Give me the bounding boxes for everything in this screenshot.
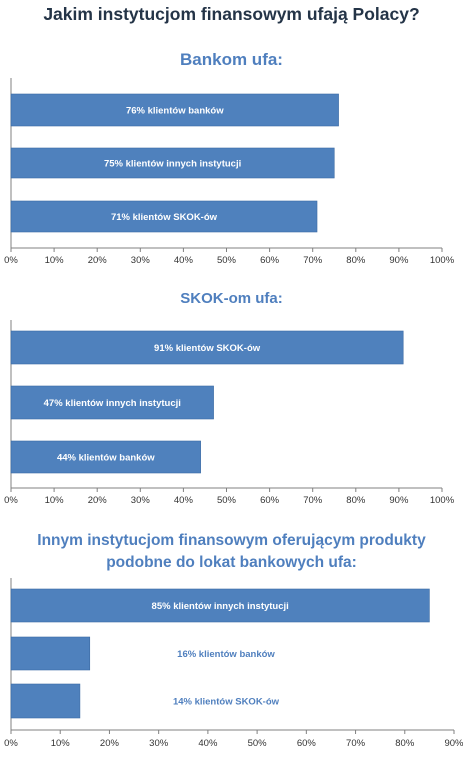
x-tick-label: 90% xyxy=(389,495,409,506)
page-title: Jakim instytucjom finansowym ufają Polac… xyxy=(43,4,420,24)
x-tick-label: 100% xyxy=(430,495,455,506)
x-tick-label: 0% xyxy=(4,255,18,266)
x-tick-label: 0% xyxy=(4,495,18,506)
bar xyxy=(10,330,404,365)
bar xyxy=(10,200,318,233)
x-tick-label: 100% xyxy=(430,255,455,266)
x-tick-label: 70% xyxy=(346,738,366,749)
chart-1-title: Bankom ufa: xyxy=(180,50,283,69)
x-tick-label: 80% xyxy=(346,255,366,266)
x-tick-label: 20% xyxy=(100,738,120,749)
x-tick-label: 80% xyxy=(395,738,415,749)
bar-data-label: 75% klientów innych instytucji xyxy=(104,159,241,170)
x-tick-label: 50% xyxy=(217,255,237,266)
chart-2-title: SKOK-om ufa: xyxy=(180,290,283,307)
x-tick-label: 20% xyxy=(88,255,108,266)
chart-3-trust-in-other-institutions: 0% 10% 20% 30% 40% 50% 60% 70% 80% 90% 85% klientó… xyxy=(4,578,463,749)
x-tick-label: 10% xyxy=(45,255,65,266)
x-tick-label: 20% xyxy=(88,495,108,506)
bar xyxy=(10,440,201,474)
bar xyxy=(10,93,339,127)
x-tick-label: 10% xyxy=(51,738,71,749)
x-tick-label: 90% xyxy=(444,738,463,749)
x-tick-label: 30% xyxy=(131,255,151,266)
x-tick-label: 30% xyxy=(149,738,169,749)
bar-data-label: 16% klientów banków xyxy=(177,649,275,660)
chart-1-trust-in-banks: 0% 10% 20% 30% 40% 50% 60% 70% 80% 90% 100% 76% kli… xyxy=(4,78,455,266)
bar xyxy=(10,385,214,420)
bar-data-label: 91% klientów SKOK-ów xyxy=(154,343,261,354)
x-tick-label: 0% xyxy=(4,738,18,749)
bar-data-label: 14% klientów SKOK-ów xyxy=(173,697,280,708)
x-tick-label: 80% xyxy=(346,495,366,506)
x-tick-label: 40% xyxy=(174,255,194,266)
x-tick-label: 70% xyxy=(303,255,323,266)
bar xyxy=(10,636,91,671)
chart-2-trust-in-skok: 0% 10% 20% 30% 40% 50% 60% 70% 80% 90% 100% 91% kli… xyxy=(4,320,455,506)
bar-data-label: 44% klientów banków xyxy=(57,453,155,464)
x-tick-label: 60% xyxy=(260,495,280,506)
bar-data-label: 85% klientów innych instytucji xyxy=(152,601,289,612)
bar xyxy=(10,683,81,719)
bar xyxy=(10,147,335,179)
x-tick-label: 60% xyxy=(297,738,317,749)
x-tick-label: 70% xyxy=(303,495,323,506)
x-tick-label: 30% xyxy=(131,495,151,506)
x-tick-label: 50% xyxy=(217,495,237,506)
x-tick-label: 40% xyxy=(198,738,218,749)
x-tick-label: 10% xyxy=(45,495,65,506)
x-tick-label: 90% xyxy=(389,255,409,266)
x-tick-label: 40% xyxy=(174,495,194,506)
chart-3-title-line-1: Innym instytucjom finansowym oferującym … xyxy=(37,532,426,549)
x-tick-label: 60% xyxy=(260,255,280,266)
chart-3-title: Innym instytucjom finansowym oferującym … xyxy=(0,530,463,574)
x-tick-label: 50% xyxy=(248,738,268,749)
bar-data-label: 47% klientów innych instytucji xyxy=(44,398,181,409)
bar-data-label: 71% klientów SKOK-ów xyxy=(111,212,218,223)
bar xyxy=(10,588,430,623)
chart-3-title-line-2: podobne do lokat bankowych ufa: xyxy=(106,554,357,571)
bar-data-label: 76% klientów banków xyxy=(126,106,224,117)
